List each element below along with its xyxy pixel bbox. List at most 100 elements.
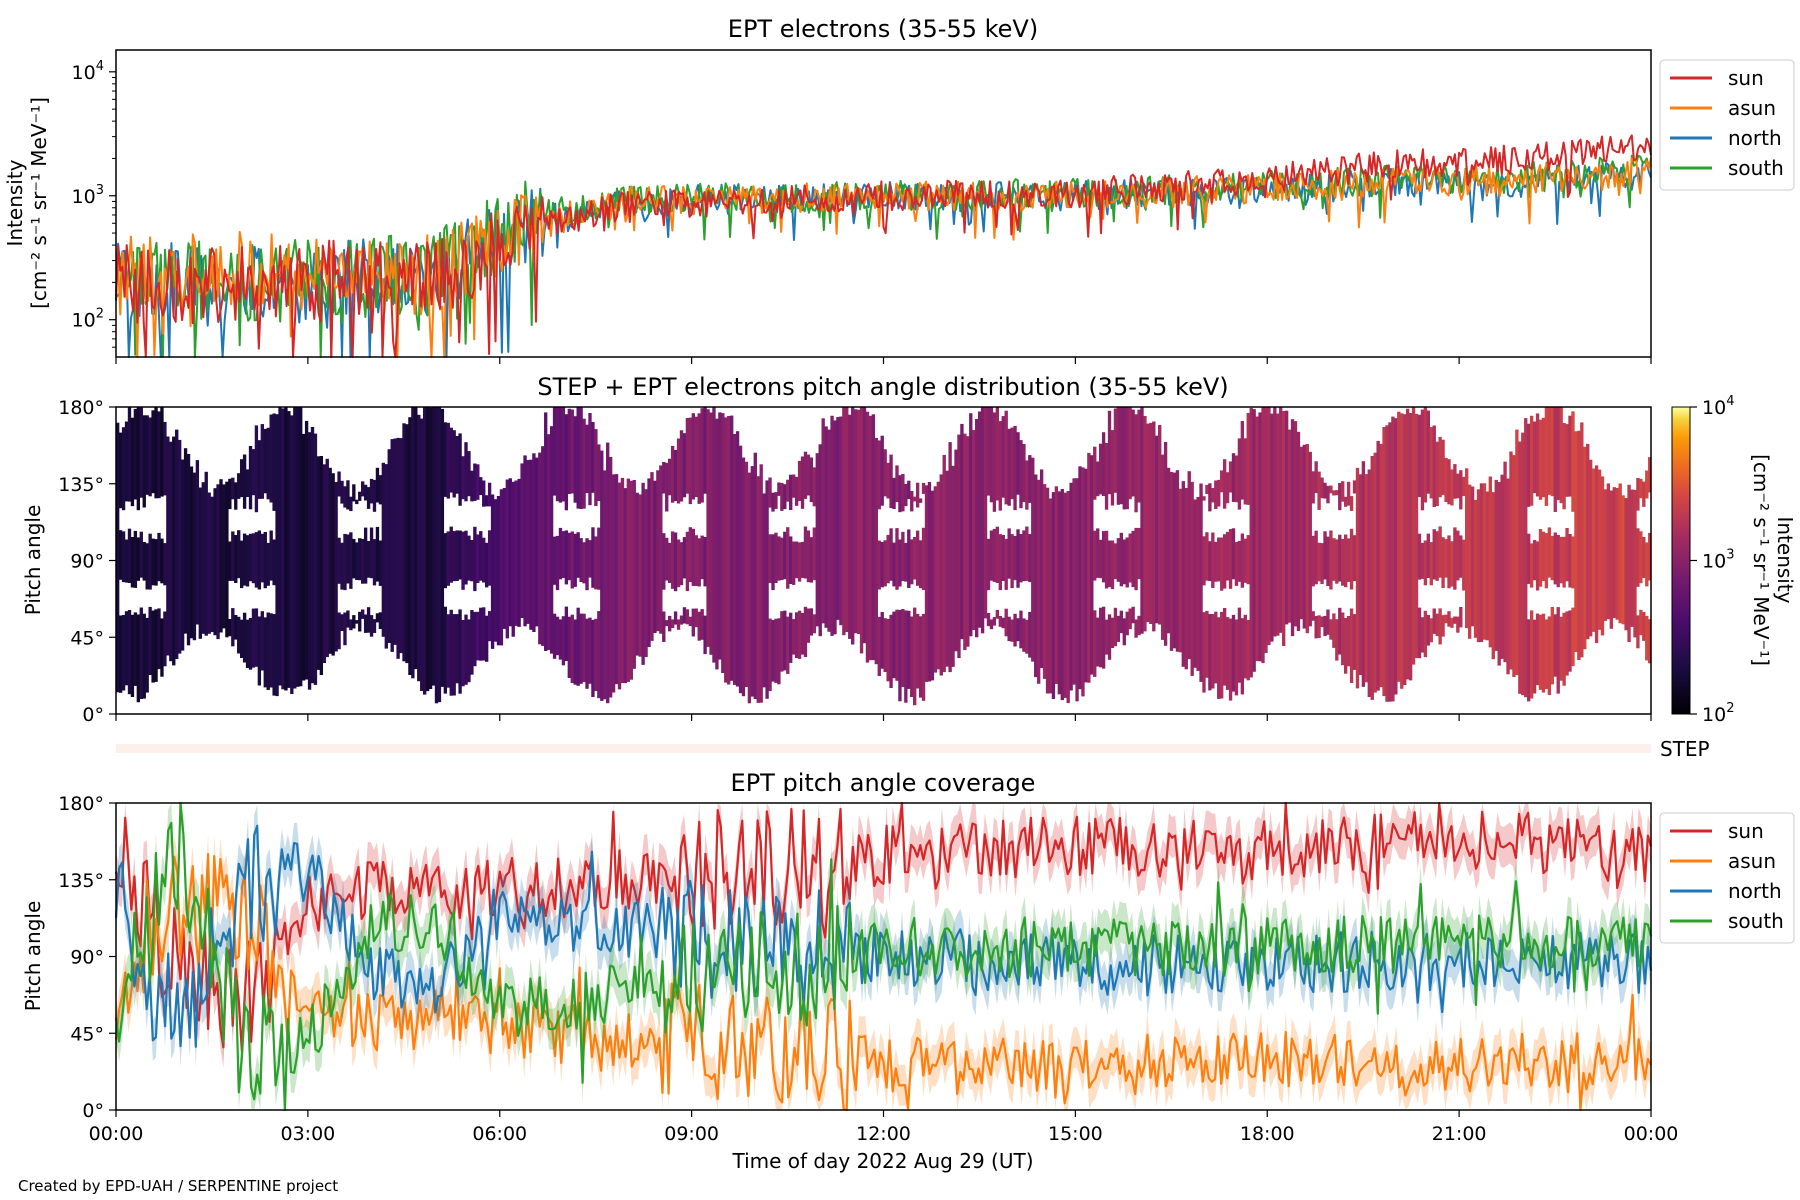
pad-heatmap-cell	[1636, 528, 1640, 587]
pad-heatmap-cell	[1459, 535, 1463, 578]
pad-heatmap-cell	[1385, 425, 1389, 702]
pad-heatmap-cell	[1193, 499, 1197, 668]
pad-heatmap-cell	[1078, 466, 1082, 690]
pad-heatmap-cell	[1172, 472, 1177, 649]
pad-heatmap-cell	[673, 450, 678, 501]
pad-heatmap-cell	[1627, 484, 1631, 642]
pad-heatmap-cell	[1438, 436, 1442, 498]
pad-heatmap-cell	[145, 415, 149, 495]
pad-heatmap-cell	[546, 434, 551, 650]
pad-heatmap-cell	[1122, 407, 1126, 510]
pad-heatmap-cell	[1119, 407, 1123, 505]
pad-heatmap-cell	[588, 413, 592, 506]
pad-heatmap-cell	[1149, 422, 1153, 624]
pad-heatmap-cell	[1541, 417, 1546, 498]
pad-heatmap-cell	[682, 433, 687, 498]
pad-heatmap-cell	[157, 532, 161, 582]
pad-heatmap-cell	[1208, 541, 1212, 582]
pad-heatmap-cell	[260, 611, 264, 671]
pad-heatmap-cell	[1034, 474, 1038, 678]
pad-heatmap-cell	[213, 488, 217, 636]
pad-heatmap-cell	[1016, 618, 1020, 642]
pad-heatmap-cell	[1550, 607, 1554, 685]
pad-heatmap-cell	[254, 532, 259, 588]
pad-heatmap-cell	[1261, 407, 1265, 664]
pad-heatmap-cell	[1450, 469, 1454, 506]
pad-heatmap-cell	[476, 464, 480, 500]
pad-heatmap-cell	[1426, 533, 1430, 578]
pad-heatmap-cell	[1612, 487, 1616, 619]
pad-heatmap-cell	[1131, 530, 1135, 588]
pad-heatmap-cell	[712, 407, 716, 663]
pad-heatmap-cell	[1273, 407, 1277, 637]
intensity-legend: sun asun north south	[1659, 59, 1795, 191]
pad-heatmap-cell	[1562, 612, 1566, 686]
pad-heatmap-cell	[1311, 611, 1315, 621]
coverage-y-tick-label: 45°	[70, 1023, 104, 1045]
pad-heatmap-cell	[296, 407, 300, 687]
pad-heatmap-cell	[1435, 531, 1439, 581]
pad-heatmap-cell	[594, 429, 598, 506]
pad-heatmap-cell	[759, 464, 763, 703]
pad-heatmap-cell	[145, 617, 149, 693]
pad-heatmap-cell	[986, 613, 991, 627]
pad-heatmap-cell	[1007, 616, 1011, 642]
pad-heatmap-cell	[204, 471, 208, 636]
pad-heatmap-cell	[177, 439, 182, 654]
coverage-line-south	[114, 801, 1653, 1112]
pad-heatmap-cell	[768, 534, 772, 584]
pad-heatmap-cell	[452, 430, 456, 498]
pad-heatmap-cell	[1323, 482, 1327, 499]
pad-heatmap-cell	[1293, 421, 1298, 627]
pad-heatmap-cell	[573, 416, 577, 503]
pad-heatmap-cell	[375, 613, 380, 623]
pad-heatmap-cell	[895, 465, 899, 503]
pad-heatmap-cell	[1093, 610, 1097, 677]
pad-heatmap-cell	[1217, 479, 1221, 507]
pad-heatmap-cell	[915, 530, 920, 586]
pad-heatmap-cell	[1101, 606, 1106, 669]
pad-heatmap-cell	[865, 411, 870, 663]
pad-heatmap-cell	[479, 607, 483, 661]
pad-heatmap-cell	[1087, 452, 1091, 683]
pad-heatmap-cell	[160, 618, 164, 677]
pad-heatmap-cell	[1320, 543, 1324, 585]
coverage-title: EPT pitch angle coverage	[731, 769, 1036, 797]
pad-heatmap-cell	[154, 407, 158, 499]
pad-heatmap-cell	[1609, 490, 1614, 629]
pad-heatmap-cell	[254, 425, 259, 513]
pad-heatmap-cell	[467, 451, 471, 497]
pad-heatmap-cell	[1323, 531, 1327, 580]
pad-heatmap-cell	[685, 418, 690, 494]
pad-heatmap-cell	[901, 473, 905, 512]
pad-heatmap-cell	[393, 438, 397, 645]
pad-heatmap-cell	[257, 530, 262, 590]
credit-text: Created by EPD-UAH / SERPENTINE project	[18, 1177, 338, 1195]
coverage-x-tick-label: 15:00	[1048, 1123, 1103, 1145]
pad-heatmap-cell	[907, 480, 911, 500]
pad-heatmap-cell	[517, 478, 521, 627]
pad-heatmap-cell	[1231, 528, 1236, 580]
coverage-x-tick-label: 09:00	[664, 1123, 719, 1145]
pad-heatmap-cell	[434, 407, 439, 704]
pad-heatmap-cell	[927, 482, 932, 682]
pad-heatmap-cell	[1648, 532, 1652, 581]
pad-heatmap-cell	[1556, 607, 1560, 694]
pad-heatmap-cell	[1287, 429, 1292, 623]
pad-heatmap-cell	[361, 609, 365, 619]
pad-heatmap-cell	[532, 453, 536, 632]
pad-heatmap-cell	[1559, 407, 1563, 504]
pad-heatmap-cell	[337, 471, 341, 497]
pad-heatmap-cell	[313, 433, 318, 685]
pad-heatmap-cell	[1013, 425, 1017, 511]
pad-heatmap-cell	[744, 461, 749, 687]
pad-heatmap-cell	[1432, 425, 1436, 507]
pad-heatmap-cell	[913, 496, 917, 502]
pad-heatmap-cell	[570, 614, 574, 683]
pad-heatmap-cell	[915, 613, 920, 689]
pad-heatmap-cell	[1113, 607, 1118, 647]
pad-heatmap-cell	[874, 438, 878, 665]
pad-heatmap-cell	[653, 480, 657, 633]
pad-heatmap-cell	[1544, 619, 1549, 689]
pad-heatmap-cell	[260, 424, 264, 499]
